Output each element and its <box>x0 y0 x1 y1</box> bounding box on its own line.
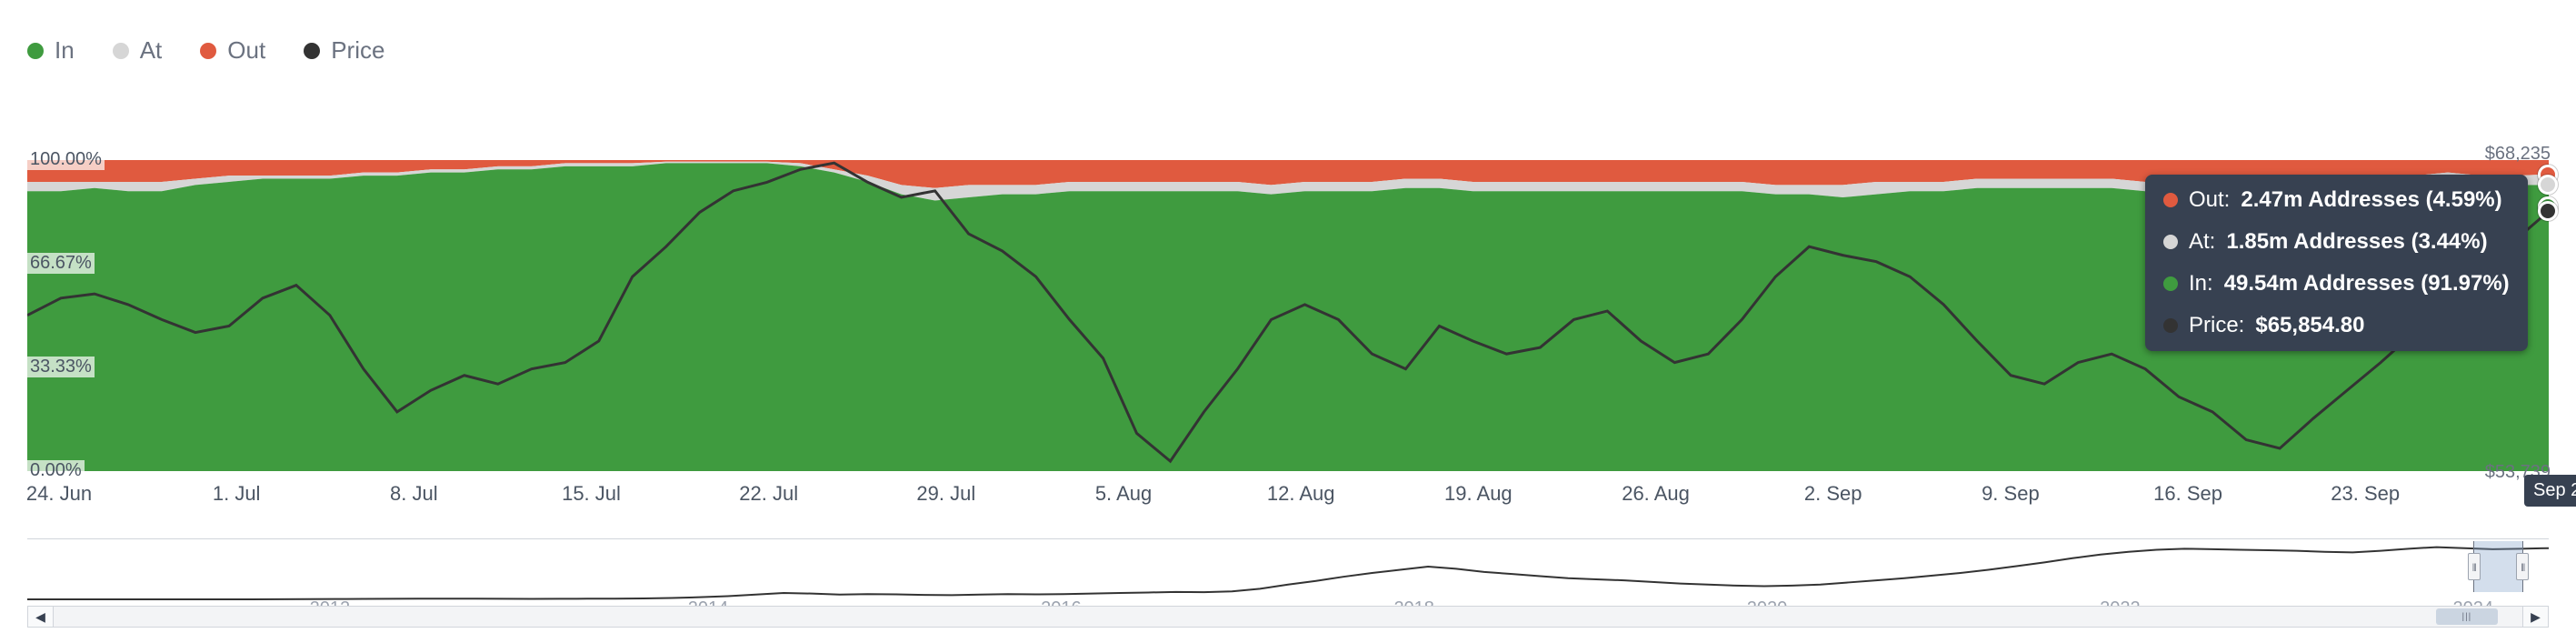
x-tick: 12. Aug <box>1267 482 1335 506</box>
legend-label: At <box>140 36 163 65</box>
hover-marker <box>2538 175 2558 195</box>
navigator-handle-left[interactable] <box>2468 553 2481 580</box>
legend-item-price[interactable]: Price <box>304 36 384 65</box>
tooltip-dot-icon <box>2163 193 2178 207</box>
x-tick: 23. Sep <box>2331 482 2400 506</box>
legend: In At Out Price <box>27 36 384 65</box>
scroll-left-button[interactable]: ◀ <box>28 607 54 627</box>
legend-item-in[interactable]: In <box>27 36 75 65</box>
tooltip-dot-icon <box>2163 235 2178 249</box>
tooltip-row: In: 49.54m Addresses (91.97%) <box>2163 271 2510 296</box>
x-tick: 15. Jul <box>562 482 621 506</box>
x-tick: 2. Sep <box>1804 482 1862 506</box>
x-tick: 16. Sep <box>2153 482 2222 506</box>
tooltip-value: 2.47m Addresses (4.59%) <box>2241 187 2501 213</box>
scroll-track[interactable] <box>54 607 2522 627</box>
x-tick: 1. Jul <box>213 482 261 506</box>
y-left-tick: 33.33% <box>27 357 95 377</box>
x-tick: 9. Sep <box>1982 482 2040 506</box>
legend-item-at[interactable]: At <box>113 36 163 65</box>
tooltip-label: In: <box>2189 271 2213 296</box>
out-dot-icon <box>200 43 216 59</box>
tooltip-value: 1.85m Addresses (3.44%) <box>2226 229 2487 255</box>
tooltip-label: At: <box>2189 229 2215 255</box>
tooltip-row: At: 1.85m Addresses (3.44%) <box>2163 229 2510 255</box>
navigator-sparkline <box>27 539 2549 603</box>
x-tick: 26. Aug <box>1622 482 1690 506</box>
y-left-tick: 0.00% <box>27 460 85 481</box>
scroll-right-button[interactable]: ▶ <box>2522 607 2548 627</box>
x-tick: 24. Jun <box>26 482 92 506</box>
hover-date-flag: Sep 28 <box>2524 475 2576 507</box>
legend-item-out[interactable]: Out <box>200 36 265 65</box>
navigator-window[interactable] <box>2473 541 2523 592</box>
navigator[interactable]: 2012201420162018202020222024 <box>27 538 2549 602</box>
legend-label: In <box>55 36 75 65</box>
y-right-max: $68,235 <box>2485 144 2551 165</box>
scrollbar[interactable]: ◀ ▶ <box>27 606 2549 628</box>
tooltip-dot-icon <box>2163 276 2178 291</box>
legend-label: Price <box>331 36 384 65</box>
in-dot-icon <box>27 43 44 59</box>
legend-label: Out <box>227 36 265 65</box>
scroll-thumb[interactable] <box>2436 608 2498 625</box>
x-axis: 24. Jun 1. Jul 8. Jul 15. Jul 22. Jul 29. Jul… <box>27 482 2549 509</box>
price-dot-icon <box>304 43 320 59</box>
navigator-handle-right[interactable] <box>2516 553 2529 580</box>
tooltip-row: Out: 2.47m Addresses (4.59%) <box>2163 187 2510 213</box>
y-left-tick: 100.00% <box>27 149 105 170</box>
tooltip-label: Price: <box>2189 313 2244 338</box>
x-tick: 5. Aug <box>1095 482 1152 506</box>
y-left-tick: 66.67% <box>27 253 95 274</box>
x-tick: 22. Jul <box>739 482 798 506</box>
tooltip-row: Price: $65,854.80 <box>2163 313 2510 338</box>
tooltip-label: Out: <box>2189 187 2230 213</box>
tooltip-value: $65,854.80 <box>2255 313 2364 338</box>
tooltip-dot-icon <box>2163 318 2178 333</box>
tooltip-value: 49.54m Addresses (91.97%) <box>2224 271 2510 296</box>
at-dot-icon <box>113 43 129 59</box>
x-tick: 19. Aug <box>1444 482 1513 506</box>
x-tick: 8. Jul <box>390 482 438 506</box>
hover-marker <box>2538 201 2558 221</box>
chart-tooltip: Out: 2.47m Addresses (4.59%) At: 1.85m Ad… <box>2145 175 2528 351</box>
x-tick: 29. Jul <box>916 482 975 506</box>
